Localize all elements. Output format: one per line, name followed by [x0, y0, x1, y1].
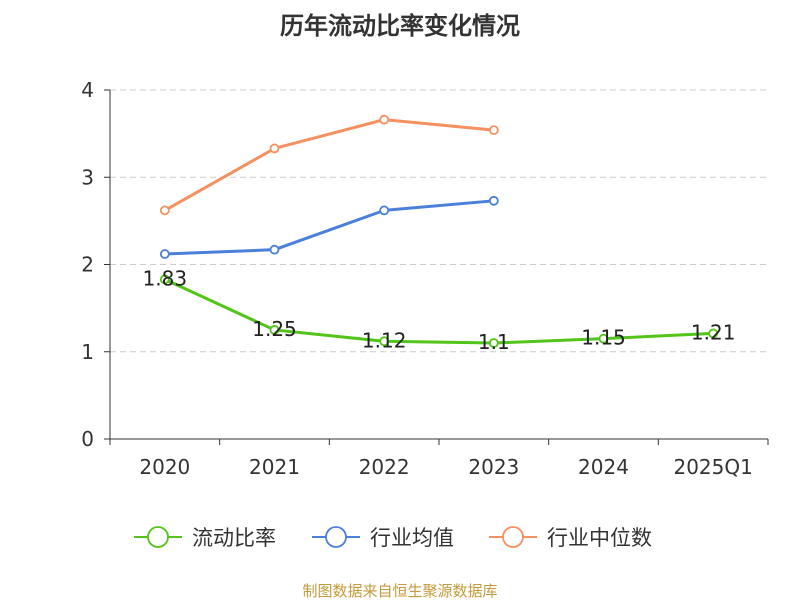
y-tick-label: 2: [81, 253, 94, 277]
y-tick-label: 0: [81, 427, 94, 451]
data-point: [159, 249, 170, 259]
data-label: 1.12: [362, 328, 407, 352]
legend-label: 流动比率: [192, 526, 276, 550]
data-point: [379, 336, 390, 347]
legend-marker: [147, 526, 169, 548]
legend-marker: [325, 526, 347, 548]
data-source-note: 制图数据来自恒生聚源数据库: [302, 582, 498, 600]
legend-label: 行业均值: [370, 526, 454, 550]
data-label: 1.15: [581, 326, 626, 350]
x-tick-label: 2020: [139, 455, 190, 479]
series-line: [164, 277, 714, 345]
data-point: [708, 328, 719, 339]
x-tick-label: 2021: [249, 455, 300, 479]
x-tick-label: 2024: [578, 455, 629, 479]
data-point: [488, 338, 499, 348]
x-tick-label: 2023: [468, 455, 519, 479]
data-point: [379, 114, 390, 125]
data-point: [598, 333, 609, 344]
data-label: 1.25: [252, 317, 297, 341]
x-tick-label: 2025Q1: [673, 455, 752, 479]
data-point: [379, 205, 390, 216]
data-label: 1.83: [143, 266, 188, 290]
data-point: [269, 325, 280, 335]
data-point: [488, 125, 499, 136]
y-tick-label: 1: [81, 340, 94, 364]
data-point: [159, 274, 170, 285]
y-tick-label: 3: [81, 165, 94, 189]
data-point: [269, 244, 280, 255]
chart-title: 历年流动比率变化情况: [280, 12, 520, 40]
y-tick-label: 4: [81, 78, 94, 102]
series-line: [164, 118, 494, 212]
data-point: [159, 205, 170, 216]
data-label: 1.1: [478, 330, 510, 354]
data-label: 1.21: [691, 320, 736, 344]
series-line: [164, 199, 494, 256]
x-tick-label: 2022: [359, 455, 410, 479]
data-point: [269, 143, 280, 154]
legend-marker: [502, 526, 524, 548]
data-point: [488, 195, 499, 206]
legend-label: 行业中位数: [547, 526, 652, 550]
